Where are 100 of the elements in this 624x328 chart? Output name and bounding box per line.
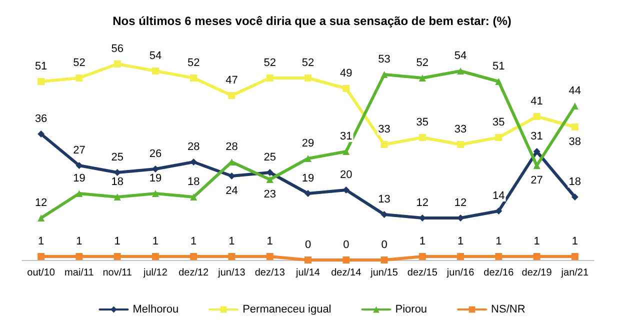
point (380, 211, 388, 218)
data-label: 31 (530, 130, 543, 142)
point (190, 74, 198, 82)
x-tick-label: jan/21 (560, 268, 589, 278)
data-label: 41 (530, 96, 543, 108)
point (266, 253, 274, 260)
chart-title: Nos últimos 6 meses você diria que a sua sensação de bem estar: (%) (112, 14, 512, 28)
data-label: 1 (534, 236, 540, 248)
data-label: 1 (38, 236, 44, 248)
point (266, 176, 274, 183)
point (304, 190, 312, 197)
data-label: 51 (492, 60, 505, 72)
data-label: 13 (378, 194, 390, 206)
point (304, 74, 312, 82)
data-label: 54 (149, 50, 162, 62)
point (495, 253, 502, 260)
point (190, 194, 198, 200)
data-label: 25 (264, 152, 276, 164)
data-label: 14 (492, 190, 505, 202)
point (533, 113, 540, 120)
data-label: 1 (114, 236, 120, 248)
data-label: 26 (149, 148, 162, 160)
data-label: 35 (492, 116, 505, 128)
point (571, 102, 578, 110)
point (152, 253, 159, 260)
point (571, 253, 578, 260)
data-label: 38 (568, 136, 582, 148)
data-label: 35 (416, 116, 429, 128)
data-label: 31 (340, 130, 352, 142)
point (228, 172, 236, 180)
data-label: 19 (149, 172, 162, 184)
point (76, 190, 83, 197)
point (114, 60, 121, 68)
x-tick-label: mai/11 (64, 268, 94, 278)
point (38, 253, 45, 260)
point (114, 169, 121, 176)
point (380, 256, 388, 264)
data-label: 1 (457, 236, 464, 248)
data-label: 1 (419, 236, 426, 248)
point (571, 124, 578, 130)
point (342, 148, 350, 155)
point (457, 68, 464, 74)
data-label: 12 (454, 197, 467, 209)
x-tick-label: dez/19 (522, 268, 552, 278)
data-label: 19 (302, 172, 314, 184)
point (418, 253, 426, 260)
point (495, 208, 502, 214)
point (266, 74, 274, 82)
data-label: 24 (226, 185, 238, 197)
data-label: 18 (568, 176, 582, 188)
data-label: 49 (340, 68, 352, 80)
data-label: 36 (34, 113, 48, 125)
data-label: 25 (111, 152, 124, 164)
data-label: 12 (416, 197, 429, 209)
point (342, 186, 350, 194)
data-label: 27 (530, 174, 543, 186)
data-label: 0 (304, 239, 312, 251)
data-label: 1 (152, 236, 159, 248)
x-tick-label: jun/13 (217, 268, 246, 278)
data-label: 1 (76, 236, 82, 248)
point (38, 130, 45, 138)
data-label: 1 (266, 236, 273, 248)
data-label: 54 (454, 50, 467, 62)
point (495, 134, 502, 141)
data-label: 56 (111, 43, 124, 55)
data-label: 52 (264, 57, 276, 69)
point (418, 134, 426, 141)
data-label: 29 (302, 138, 314, 150)
x-tick-label: jun/16 (446, 268, 475, 278)
point (304, 155, 312, 162)
point (304, 256, 312, 264)
point (380, 71, 388, 78)
data-label: 33 (454, 124, 467, 136)
x-tick-label: jul/12 (142, 268, 168, 278)
point (76, 162, 83, 169)
point (533, 148, 540, 155)
point (38, 78, 45, 85)
point (495, 78, 502, 85)
point (152, 190, 159, 197)
x-tick-label: jul/14 (295, 268, 320, 278)
x-tick-label: dez/16 (484, 268, 514, 278)
data-label: 52 (187, 57, 200, 69)
data-label: 1 (572, 236, 578, 248)
data-label: 0 (343, 239, 350, 251)
data-label: 19 (73, 172, 86, 184)
data-label: 44 (568, 85, 582, 97)
point (76, 253, 83, 260)
data-label: 27 (73, 144, 86, 156)
point (114, 253, 121, 260)
point (418, 74, 426, 82)
data-label: 52 (302, 57, 314, 69)
point (342, 85, 350, 92)
point (38, 214, 45, 222)
point (533, 253, 540, 260)
data-label: 33 (378, 124, 390, 136)
x-tick-label: jun/15 (370, 268, 398, 278)
point (152, 68, 159, 74)
data-label: 12 (34, 197, 48, 209)
data-label: 20 (340, 169, 352, 181)
legend-label: NS/NR (491, 304, 526, 316)
